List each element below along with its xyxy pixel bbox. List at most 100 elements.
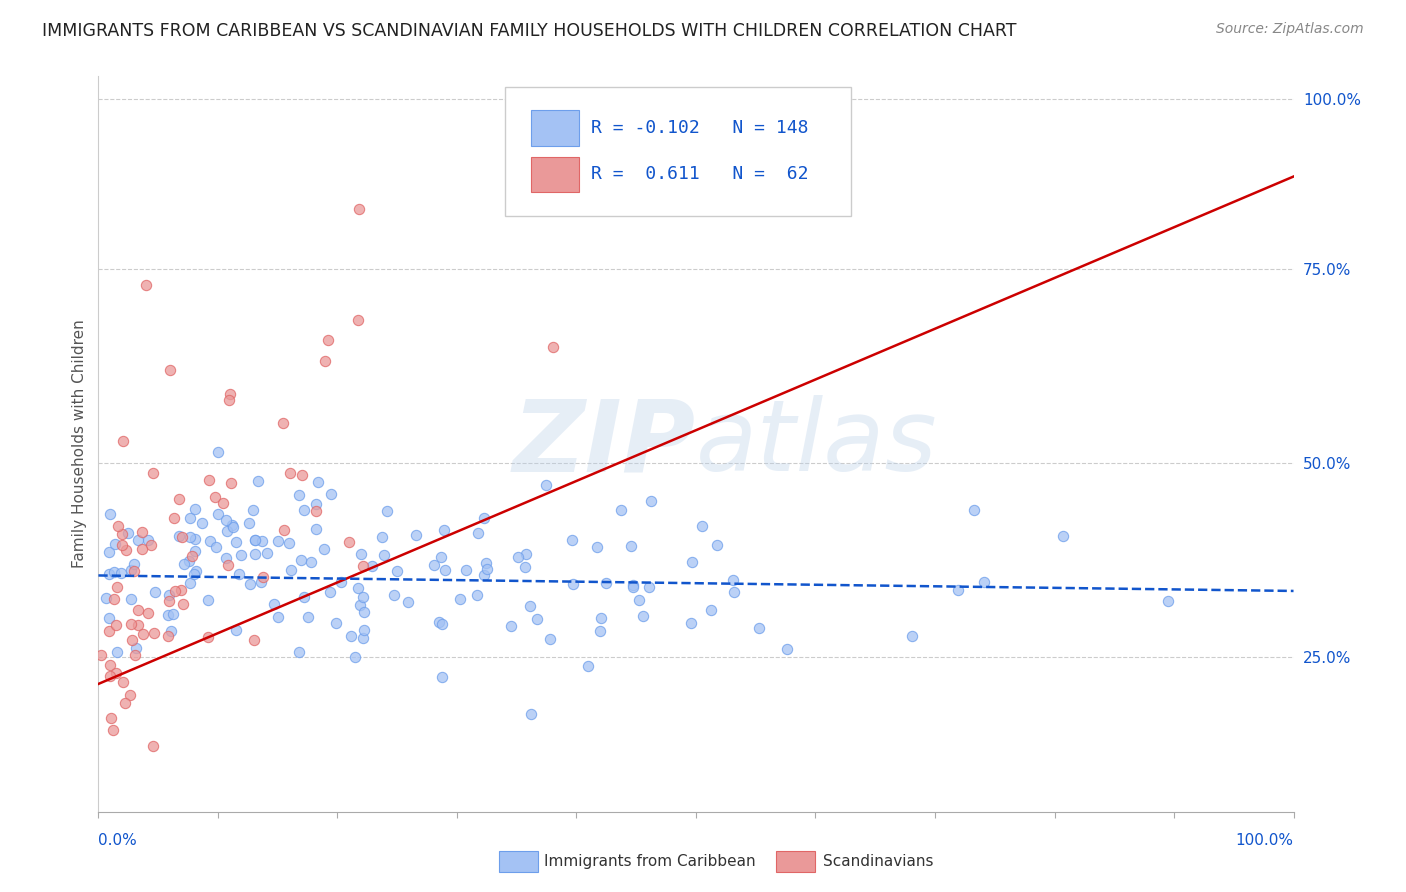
Point (506, 549, 529, 564)
Point (775, 642, 797, 657)
Point (243, 533, 266, 547)
Point (104, 617, 127, 632)
Point (215, 513, 238, 527)
Point (347, 581, 370, 595)
Point (159, 363, 181, 377)
Text: Immigrants from Caribbean: Immigrants from Caribbean (544, 855, 756, 869)
Point (271, 416, 294, 430)
Point (98, 611, 121, 625)
Point (290, 553, 312, 567)
Point (387, 564, 409, 578)
Point (352, 558, 374, 573)
Point (721, 573, 744, 587)
Point (142, 466, 165, 480)
Point (432, 616, 454, 631)
Point (430, 550, 453, 565)
Point (748, 621, 770, 635)
Point (205, 540, 228, 554)
Point (1157, 594, 1180, 608)
Point (156, 607, 179, 622)
Point (243, 533, 266, 547)
Point (640, 494, 662, 508)
Point (159, 593, 181, 607)
Point (250, 534, 273, 549)
FancyBboxPatch shape (531, 111, 579, 145)
Point (681, 555, 703, 569)
Point (120, 563, 142, 577)
Point (218, 393, 240, 408)
Point (405, 528, 427, 542)
Point (136, 533, 159, 548)
Point (373, 549, 395, 563)
Point (467, 525, 489, 540)
Y-axis label: Family Households with Children: Family Households with Children (72, 319, 87, 568)
Text: IMMIGRANTS FROM CARIBBEAN VS SCANDINAVIAN FAMILY HOUSEHOLDS WITH CHILDREN CORREL: IMMIGRANTS FROM CARIBBEAN VS SCANDINAVIA… (42, 22, 1017, 40)
Point (197, 592, 219, 607)
Point (256, 546, 278, 560)
Point (353, 605, 375, 619)
Point (139, 538, 162, 552)
Point (475, 562, 498, 576)
Point (347, 313, 370, 327)
Point (427, 615, 450, 629)
Point (319, 585, 342, 599)
Point (225, 623, 247, 637)
Point (207, 507, 229, 521)
Point (430, 670, 453, 684)
Point (94, 591, 117, 606)
Point (538, 632, 561, 647)
Point (312, 541, 335, 556)
Point (946, 582, 969, 597)
Point (361, 559, 384, 574)
Point (280, 563, 302, 577)
Point (250, 575, 273, 590)
Point (124, 558, 146, 572)
Point (90, 648, 112, 662)
Text: Scandinavians: Scandinavians (823, 855, 934, 869)
Point (184, 544, 207, 558)
Point (526, 611, 548, 625)
Point (541, 340, 564, 354)
Point (325, 616, 347, 631)
Point (103, 537, 125, 551)
Point (347, 202, 370, 216)
Point (167, 492, 190, 507)
Point (534, 477, 557, 491)
Point (198, 533, 221, 548)
Point (263, 597, 285, 611)
Point (690, 519, 713, 533)
Point (519, 599, 541, 613)
Text: 100.0%: 100.0% (1236, 833, 1294, 847)
Point (157, 588, 180, 602)
Point (973, 575, 995, 590)
Point (396, 594, 419, 608)
Point (222, 520, 245, 534)
Point (1052, 529, 1074, 543)
Point (103, 591, 125, 606)
Point (513, 560, 536, 574)
Point (98, 566, 121, 581)
Point (449, 591, 471, 606)
Point (288, 645, 311, 659)
Point (901, 629, 924, 643)
Point (619, 540, 641, 554)
Point (292, 503, 315, 517)
Point (465, 588, 488, 602)
Point (204, 490, 226, 504)
Point (142, 739, 165, 754)
Point (433, 563, 456, 577)
Point (172, 530, 194, 544)
Point (229, 548, 252, 562)
Point (162, 607, 184, 622)
Point (699, 603, 721, 617)
Point (576, 658, 599, 673)
Point (143, 584, 166, 599)
Point (267, 534, 290, 549)
Point (125, 640, 148, 655)
Point (111, 674, 134, 689)
Point (184, 532, 207, 546)
Point (633, 608, 655, 623)
Point (375, 504, 398, 518)
Point (252, 570, 274, 584)
Point (239, 576, 262, 591)
